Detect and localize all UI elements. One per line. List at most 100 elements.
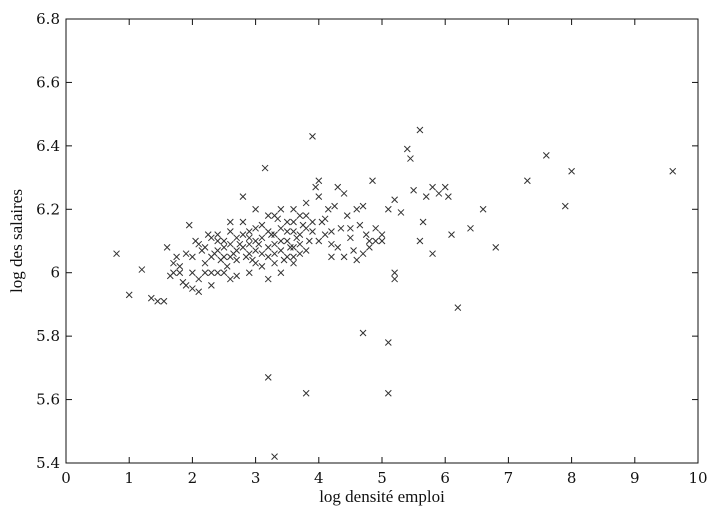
data-point	[271, 231, 278, 239]
data-point	[353, 205, 361, 213]
data-point	[160, 297, 168, 305]
data-point	[347, 234, 354, 242]
data-point	[312, 183, 319, 191]
data-point	[331, 202, 338, 210]
data-point	[290, 243, 297, 251]
data-point	[170, 269, 177, 277]
data-point	[328, 253, 335, 261]
data-point	[125, 291, 133, 299]
data-point	[283, 228, 291, 235]
data-point	[302, 224, 310, 232]
data-point	[154, 297, 161, 305]
data-point	[343, 212, 351, 219]
data-point	[309, 132, 316, 140]
data-point	[214, 269, 222, 277]
y-tick-label: 5.8	[36, 327, 60, 345]
x-tick-label: 7	[504, 469, 514, 487]
data-point	[252, 224, 259, 232]
data-point	[245, 240, 253, 248]
data-point	[245, 228, 253, 235]
data-point	[271, 240, 278, 248]
data-point	[163, 243, 171, 251]
data-point	[277, 224, 285, 232]
data-point	[561, 202, 569, 210]
x-tick-label: 4	[314, 469, 324, 487]
data-point	[208, 253, 215, 261]
data-point	[201, 259, 209, 267]
data-point	[252, 247, 259, 254]
data-point	[189, 253, 196, 261]
data-point	[391, 275, 398, 283]
data-point	[315, 193, 323, 200]
data-point	[195, 275, 203, 283]
data-point	[302, 199, 310, 207]
data-point	[277, 247, 285, 254]
data-point	[328, 240, 335, 248]
data-point	[258, 234, 266, 242]
data-point	[185, 221, 193, 229]
data-point	[542, 152, 550, 159]
y-tick-label: 6.6	[36, 73, 60, 91]
data-point	[454, 304, 462, 311]
data-point	[302, 247, 310, 254]
data-point	[245, 234, 253, 242]
data-point	[296, 250, 304, 258]
data-point	[416, 126, 424, 134]
data-point	[372, 237, 380, 245]
data-point	[334, 183, 342, 191]
data-point	[328, 228, 335, 235]
data-point	[362, 231, 370, 239]
data-point	[359, 250, 367, 258]
data-point	[258, 250, 266, 258]
data-point	[245, 269, 253, 277]
data-point	[239, 231, 247, 239]
y-tick-label: 5.4	[36, 454, 60, 472]
data-point	[290, 259, 297, 267]
data-point	[467, 224, 474, 232]
data-point	[353, 256, 361, 264]
data-point	[113, 250, 120, 258]
data-point	[441, 183, 449, 191]
data-point	[359, 202, 367, 210]
data-point	[302, 389, 310, 397]
data-point	[245, 250, 253, 258]
data-point	[252, 259, 259, 267]
data-point	[233, 272, 240, 280]
data-point	[195, 240, 203, 248]
data-point	[223, 263, 231, 270]
x-tick-label: 0	[61, 469, 71, 487]
data-point	[208, 282, 215, 289]
data-point	[366, 243, 373, 251]
data-point	[283, 218, 291, 226]
data-point	[277, 237, 285, 245]
data-point	[214, 231, 222, 239]
data-point	[261, 164, 269, 172]
y-tick-label: 6	[50, 264, 60, 282]
data-point	[315, 237, 323, 245]
data-point	[391, 269, 398, 277]
data-point	[233, 256, 240, 264]
data-point	[290, 253, 297, 261]
data-point	[479, 205, 487, 213]
data-point	[410, 186, 417, 194]
data-point	[173, 253, 180, 261]
data-point	[264, 228, 272, 235]
data-point	[403, 145, 411, 153]
data-point	[448, 231, 455, 239]
data-point	[239, 218, 247, 226]
data-point	[290, 218, 297, 226]
x-tick-label: 2	[188, 469, 198, 487]
y-tick-label: 6.4	[36, 137, 60, 155]
data-point	[492, 243, 500, 251]
data-point	[138, 266, 146, 273]
data-point	[283, 253, 291, 261]
data-point	[233, 234, 240, 242]
data-point	[283, 237, 291, 245]
data-point	[264, 212, 272, 219]
data-point	[239, 243, 247, 251]
data-point	[195, 288, 203, 296]
y-tick-label: 5.6	[36, 391, 60, 409]
data-point	[347, 224, 354, 232]
data-point	[176, 269, 184, 277]
data-point	[524, 177, 531, 185]
